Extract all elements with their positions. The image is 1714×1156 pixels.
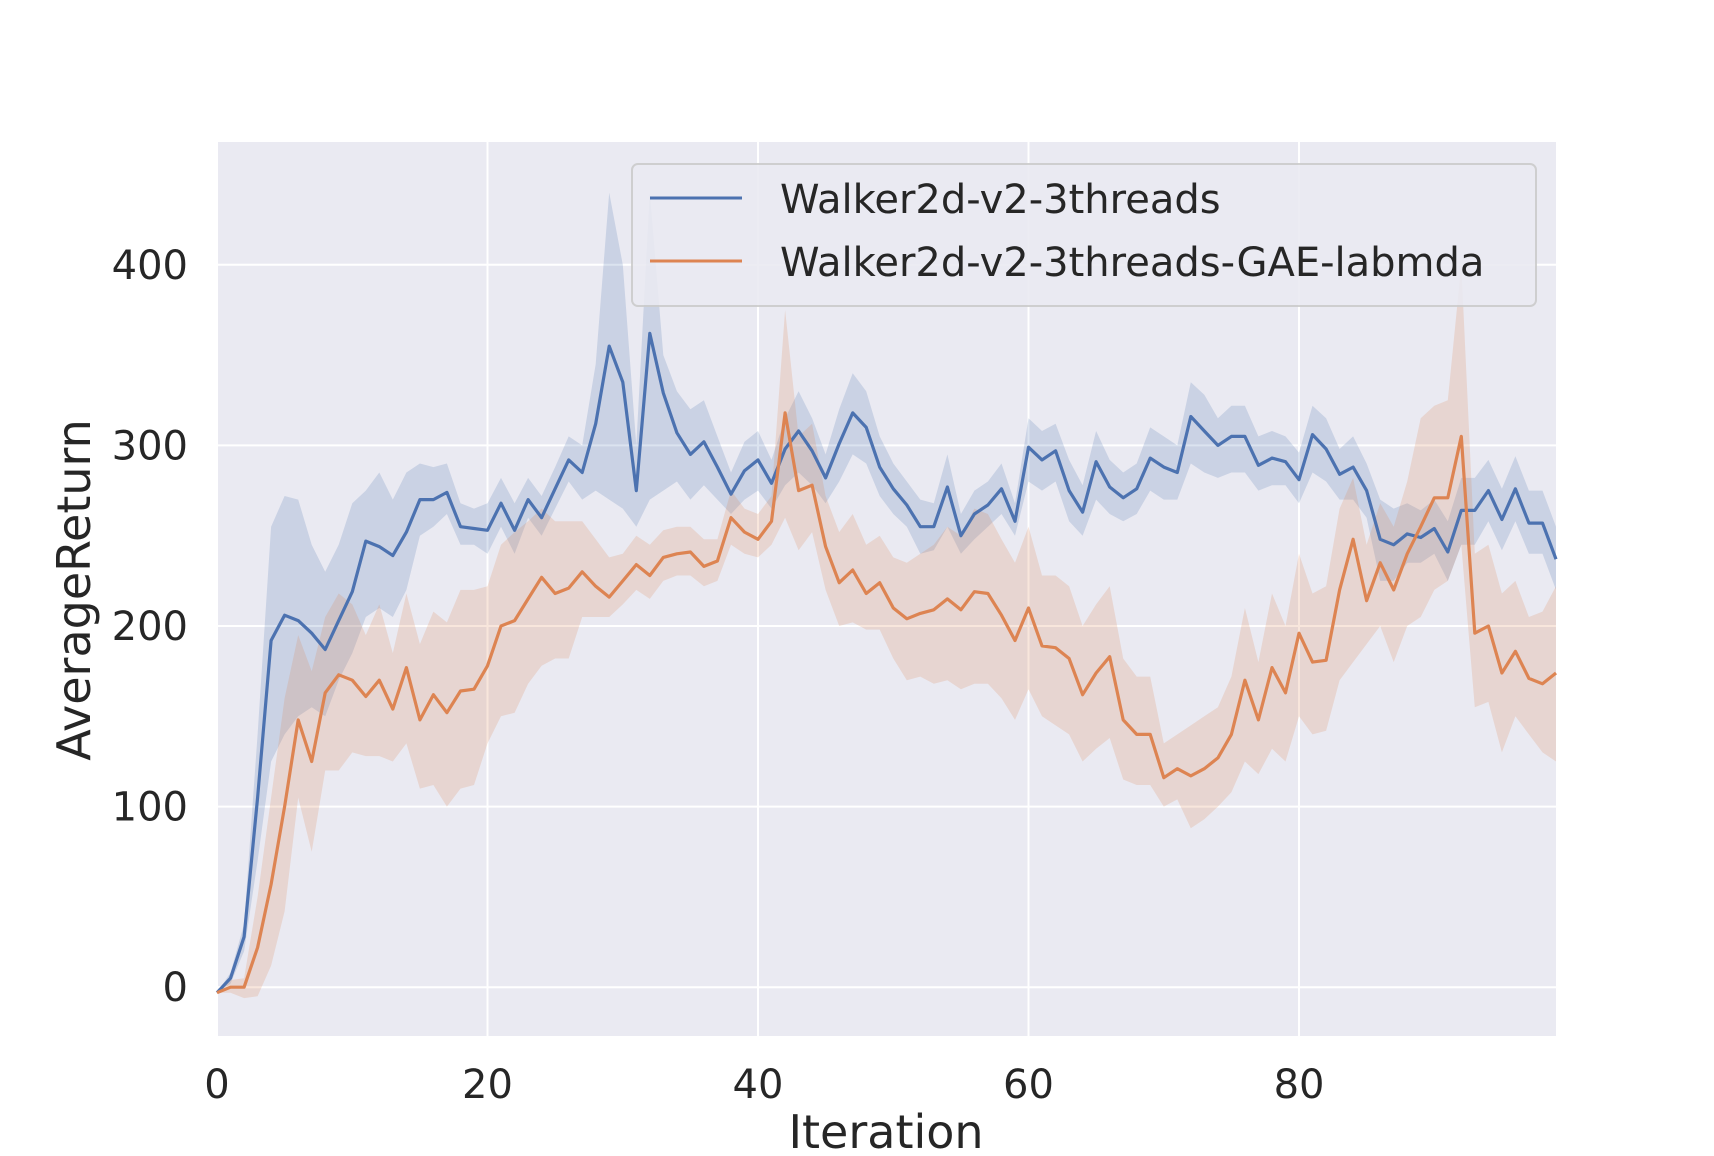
legend-label-walker2d-3threads-gae: Walker2d-v2-3threads-GAE-labmda [780,240,1484,286]
confidence-band-walker2d-3threads-gae [217,264,1556,999]
x-tick-label: 80 [1274,1062,1325,1108]
x-axis-label: Iteration [788,1105,983,1156]
y-tick-labels: 0 100 200 300 400 [112,243,188,1011]
y-tick-label: 0 [163,965,188,1011]
legend-box [631,163,1537,307]
y-tick-label: 400 [112,243,188,289]
y-tick-label: 200 [112,604,188,650]
x-tick-labels: 0 20 40 60 80 [204,1062,1324,1108]
legend-label-walker2d-3threads: Walker2d-v2-3threads [780,177,1221,223]
series-lines [215,331,1558,995]
legend: Walker2d-v2-3threads Walker2d-v2-3thread… [631,163,1537,307]
confidence-bands [217,192,1556,999]
y-axis-label: AverageReturn [47,419,101,761]
x-tick-label: 0 [204,1062,229,1108]
y-tick-label: 300 [112,423,188,469]
x-tick-label: 40 [733,1062,784,1108]
series-line-walker2d-3threads-gae [216,411,1557,995]
series-line-walker2d-3threads [215,331,1558,994]
x-tick-label: 20 [462,1062,513,1108]
x-tick-label: 60 [1003,1062,1054,1108]
y-tick-label: 100 [112,785,188,831]
